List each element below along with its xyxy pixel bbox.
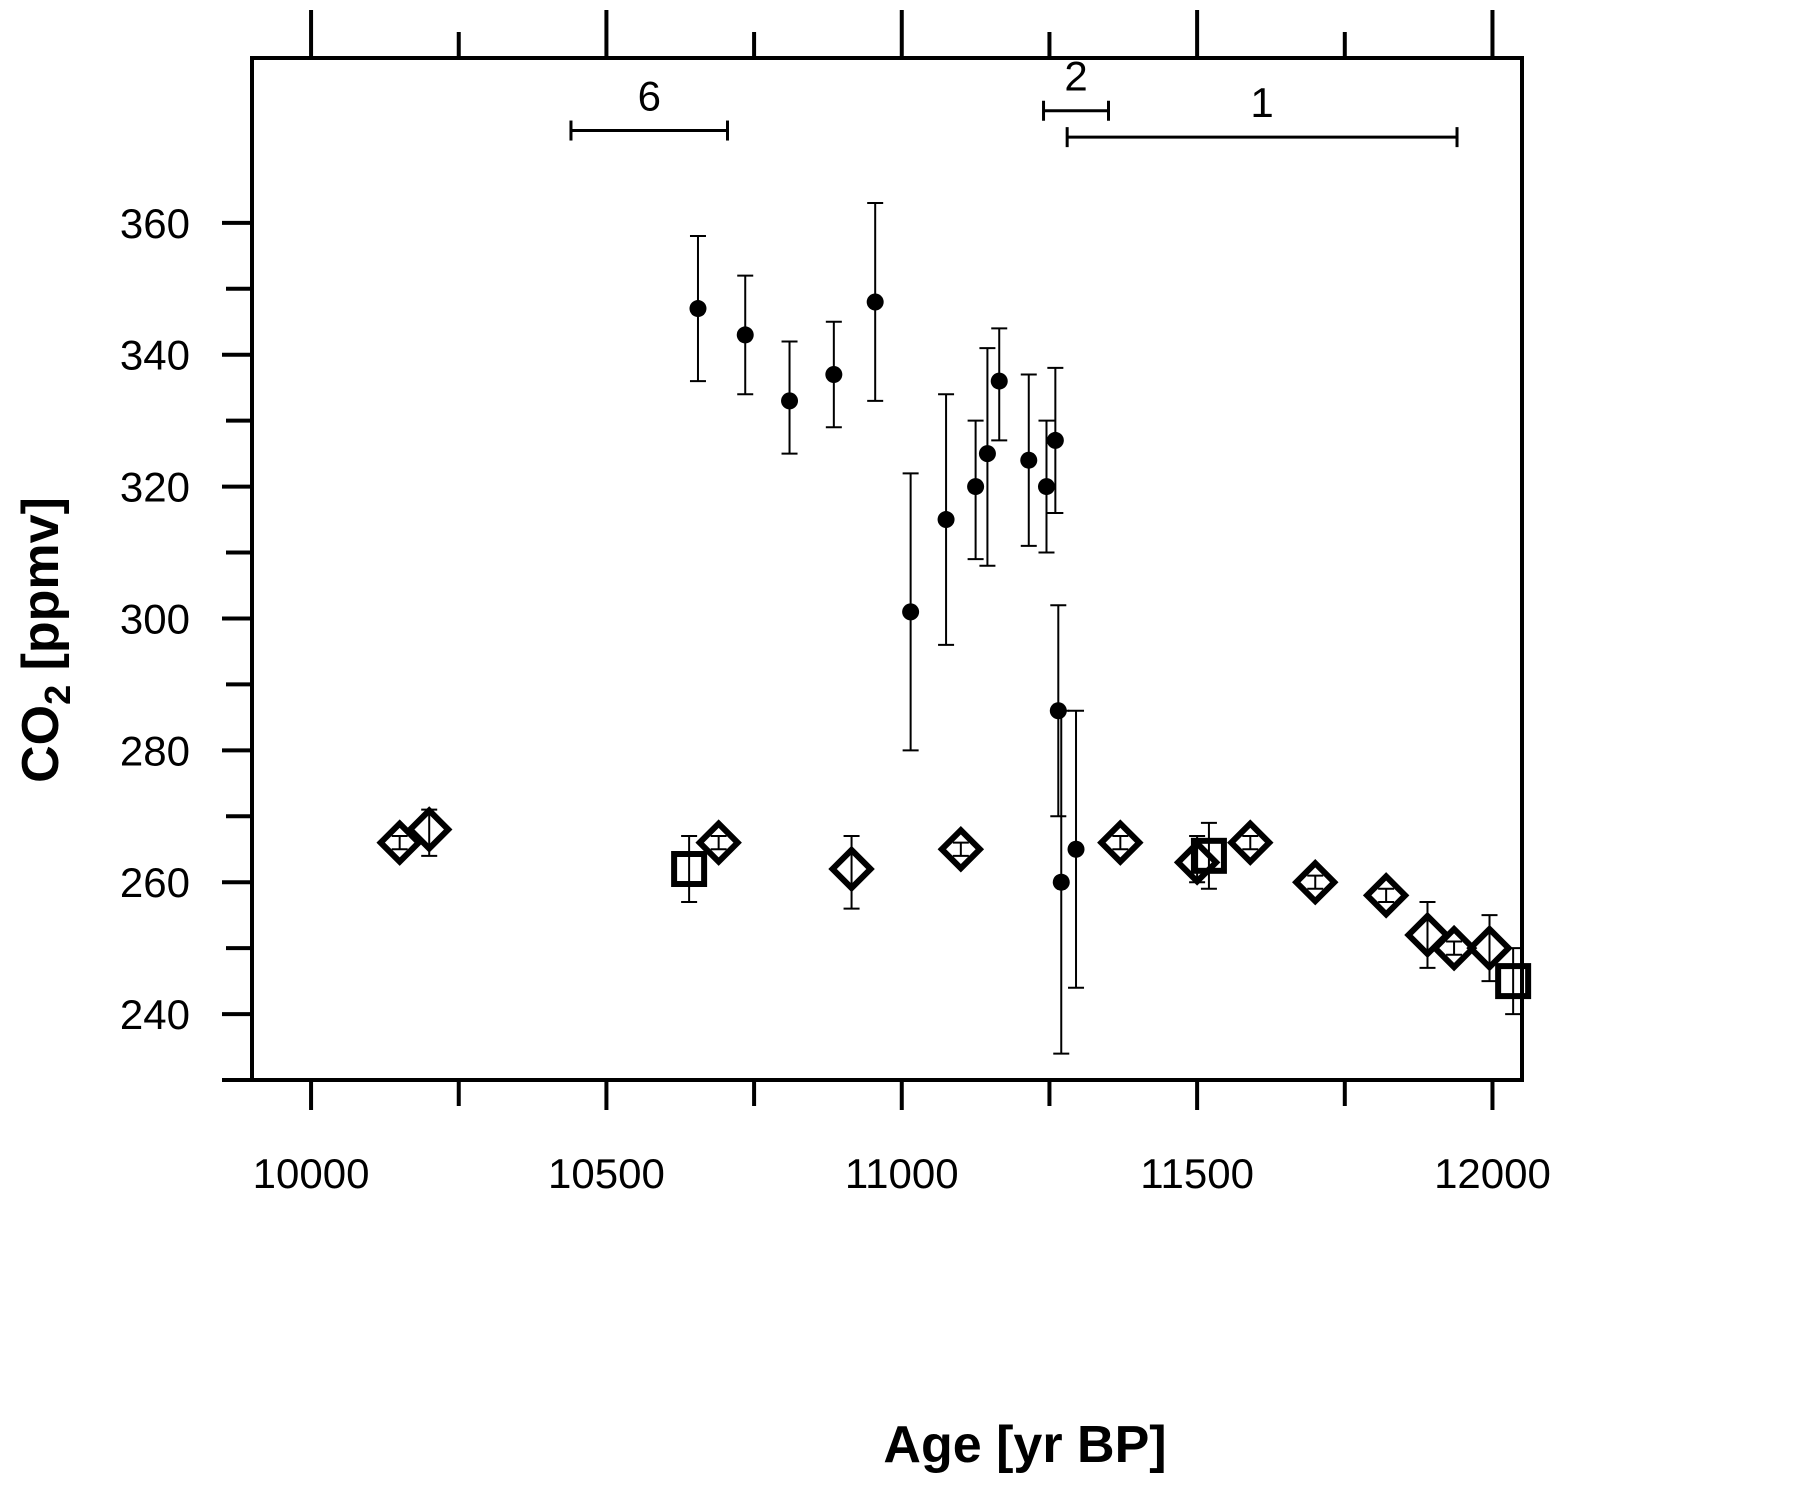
data-point-diamond xyxy=(1227,819,1274,866)
data-point-circle xyxy=(825,365,843,383)
data-point-diamond xyxy=(1430,924,1478,972)
y-axis-title: CO2 [ppmv] xyxy=(12,497,78,783)
data-point-circle xyxy=(967,478,985,496)
y-axis-title-tail: [ppmv] xyxy=(12,497,70,685)
data-point-circle xyxy=(1020,451,1038,469)
interval-label: 1 xyxy=(1250,79,1273,126)
data-point-square xyxy=(671,851,708,888)
data-point-circle xyxy=(978,445,996,463)
data-point-circle xyxy=(689,300,707,318)
data-point-circle xyxy=(1049,702,1067,720)
data-point-circle xyxy=(1052,873,1070,891)
data-point-circle xyxy=(736,326,754,344)
data-point-diamond xyxy=(1362,872,1410,919)
interval-bars: 6 2 1 xyxy=(569,53,1459,148)
data-point-diamond xyxy=(1466,924,1513,972)
y-axis-title-main: CO xyxy=(12,705,70,783)
data-point-diamond xyxy=(695,819,742,866)
data-point-circle xyxy=(1037,478,1055,496)
y-tick-label: 320 xyxy=(120,464,190,511)
x-tick-label: 11000 xyxy=(845,1150,959,1197)
data-point-circle xyxy=(1067,840,1085,858)
interval-label: 6 xyxy=(638,73,661,120)
data-point-diamond xyxy=(1173,839,1221,886)
interval-label: 2 xyxy=(1064,53,1087,100)
data-point-diamond xyxy=(405,806,453,853)
y-tick-label: 240 xyxy=(120,991,190,1038)
data-markers xyxy=(376,293,1532,1000)
data-point-diamond xyxy=(1097,819,1144,866)
y-tick-label: 340 xyxy=(120,332,190,379)
y-axis-title-sub: 2 xyxy=(37,685,78,705)
tick-labels: 10000 10500 11000 11500 12000 240 260 280 300 320… xyxy=(120,200,1551,1197)
data-point-circle xyxy=(781,392,799,410)
data-point-diamond xyxy=(828,845,875,893)
data-point-square xyxy=(1190,837,1227,874)
y-tick-label: 360 xyxy=(120,200,190,247)
data-point-circle xyxy=(902,603,920,621)
error-bars xyxy=(391,202,1522,1055)
plot-border xyxy=(250,56,1524,1082)
data-point-circle xyxy=(990,372,1008,390)
axis-ticks xyxy=(222,10,1495,1110)
data-point-circle xyxy=(937,511,955,529)
data-point-square xyxy=(1495,963,1532,1000)
data-point-circle xyxy=(1046,431,1064,449)
y-tick-label: 260 xyxy=(120,859,190,906)
data-point-diamond xyxy=(376,819,423,866)
x-tick-label: 11500 xyxy=(1140,1150,1254,1197)
data-point-circle xyxy=(866,293,884,311)
y-tick-label: 280 xyxy=(120,727,190,774)
x-axis-title: Age [yr BP] xyxy=(883,1416,1166,1474)
x-tick-label: 10000 xyxy=(253,1150,370,1197)
data-point-diamond xyxy=(1292,858,1339,906)
plot-frame xyxy=(250,56,1524,1082)
data-point-diamond xyxy=(937,825,985,873)
y-tick-label: 300 xyxy=(120,595,190,642)
data-point-diamond xyxy=(1404,911,1451,959)
x-tick-label: 10500 xyxy=(548,1150,665,1197)
x-tick-label: 12000 xyxy=(1434,1150,1551,1197)
